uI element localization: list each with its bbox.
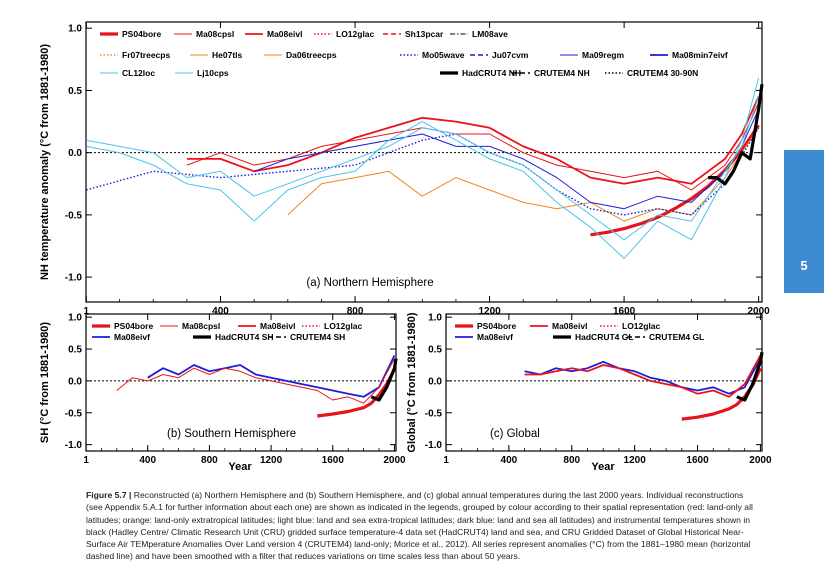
series-line-ma08cpsl (116, 358, 395, 404)
y-tick-label: -0.5 (65, 408, 83, 419)
chapter-number: 5 (800, 258, 808, 273)
series-line-he07tls (287, 127, 760, 222)
panel-a: 1.0 0.5 0.0 -0.5 -1.0 1 400 800 1200 1600 2000 NH t… (39, 21, 771, 317)
x-tick-label: 800 (563, 455, 580, 466)
legend-label: HadCRUT4 GL (575, 332, 634, 342)
legend-label: CRUTEM4 30-90N (627, 68, 698, 78)
y-tick-label: 1.0 (68, 313, 82, 324)
y-tick-label: 0.5 (428, 345, 442, 356)
plot-frame (445, 313, 763, 452)
panel-c: 1.0 0.5 0.0 -0.5 -1.01 400 800 1200 1600 2000 Glob… (406, 312, 772, 473)
series-line-lj10cps (86, 77, 760, 259)
series-line-ma08eivl (186, 96, 760, 185)
series-line-hadcrut4-nh (708, 83, 764, 186)
x-tick-label: 2000 (383, 455, 406, 466)
legend-label: Ma08eivf (114, 332, 150, 342)
x-tick-label: 1200 (260, 455, 283, 466)
x-tick-label: 400 (212, 306, 229, 317)
x-tick-label: 400 (501, 455, 518, 466)
y-tick-label: 0.0 (428, 376, 442, 387)
legend-label: CRUTEM4 GL (649, 332, 704, 342)
legend-label: Ma08cpsl (182, 321, 220, 331)
legend-label: Fr07treecps (122, 50, 170, 60)
legend-label: Ma08eivl (552, 321, 587, 331)
x-tick-label: 1 (83, 455, 89, 466)
panel-label: (a) Northern Hemisphere (306, 277, 433, 289)
y-tick-label: 0.5 (68, 345, 82, 356)
y-tick-label: 0.0 (68, 376, 82, 387)
y-tick-label: -0.5 (425, 408, 443, 419)
series-line-cl12loc (86, 96, 760, 241)
legend-label: HadCRUT4 SH (215, 332, 274, 342)
chapter-tab[interactable]: 5 (784, 150, 824, 293)
y-tick-label: -1.0 (425, 440, 443, 451)
series-line-hadcrut4-sh (370, 358, 398, 402)
x-axis-label: Year (228, 461, 252, 473)
series-line-ma08eivl (524, 354, 762, 398)
x-tick-label: 1 (84, 306, 90, 317)
y-axis-label: Global (°C from 1881-1980) (406, 312, 418, 452)
legend-label: LM08ave (472, 29, 508, 39)
series-line-ps04bore (317, 368, 396, 418)
x-tick-label: 2000 (749, 455, 772, 466)
figure-caption: Figure 5.7 | Reconstructed (a) Northern … (86, 489, 762, 563)
legend-label: CRUTEM4 SH (290, 332, 345, 342)
x-tick-label: 2000 (748, 306, 771, 317)
legend-label: Ma08eivl (267, 29, 302, 39)
legend-label: PS04bore (114, 321, 153, 331)
legend-label: Ma08eivf (477, 332, 513, 342)
plot-frame (85, 21, 763, 303)
caption-label: Figure 5.7 | (86, 490, 132, 500)
legend-label: HadCRUT4 NH (462, 68, 521, 78)
series-line-ma09regm (254, 108, 760, 210)
legend-label: PS04bore (122, 29, 161, 39)
x-tick-label: 1600 (686, 455, 709, 466)
y-tick-label: 1.0 (428, 313, 442, 324)
x-tick-label: 800 (201, 455, 218, 466)
legend-label: LO12glac (336, 29, 375, 39)
y-tick-label: -1.0 (65, 440, 83, 451)
y-tick-label: 0.5 (68, 86, 82, 97)
x-axis-label: Year (591, 461, 615, 473)
x-tick-label: 1 (443, 455, 449, 466)
legend-label: LO12glac (324, 321, 363, 331)
legend-label: Ju07cvm (492, 50, 529, 60)
legend-label: CL12loc (122, 68, 155, 78)
x-tick-label: 1200 (624, 455, 647, 466)
legend-label: Ma08eivl (260, 321, 295, 331)
caption-text: Reconstructed (a) Northern Hemisphere an… (86, 490, 753, 562)
x-tick-label: 1600 (322, 455, 345, 466)
legend-label: LO12glac (622, 321, 661, 331)
panel-label: (c) Global (490, 428, 540, 440)
series-line-ma08eivf (147, 355, 396, 398)
x-tick-label: 400 (139, 455, 156, 466)
plot-frame (85, 313, 397, 452)
panel-label: (b) Southern Hemisphere (167, 428, 296, 440)
series-line-ma08eivf (524, 358, 762, 395)
legend-label: Sh13pcar (405, 29, 444, 39)
y-tick-label: 1.0 (68, 24, 82, 35)
legend-label: Ma08cpsl (196, 29, 234, 39)
y-axis-label: NH temperature anomaly (°C from 1881-198… (39, 44, 51, 280)
y-tick-label: 0.0 (68, 148, 82, 159)
x-tick-label: 1600 (613, 306, 636, 317)
y-tick-label: -1.0 (65, 273, 83, 284)
y-axis-label: SH (°C from 1881-1980) (39, 322, 51, 444)
series-line-hadcrut4-gl (736, 351, 764, 402)
x-tick-label: 1200 (478, 306, 501, 317)
x-tick-label: 800 (347, 306, 364, 317)
legend-label: He07tls (212, 50, 243, 60)
legend-label: Ma08min7eivf (672, 50, 728, 60)
legend-label: Lj10cps (197, 68, 229, 78)
legend-label: Da06treecps (286, 50, 337, 60)
legend-label: Mo05wave (422, 50, 465, 60)
legend-label: PS04bore (477, 321, 516, 331)
panel-b: 1.0 0.5 0.0 -0.5 -1.01 400 800 1200 1600 2000 SH (… (39, 313, 406, 473)
legend-label: CRUTEM4 NH (534, 68, 590, 78)
legend-label: Ma09regm (582, 50, 624, 60)
y-tick-label: -0.5 (65, 210, 83, 221)
